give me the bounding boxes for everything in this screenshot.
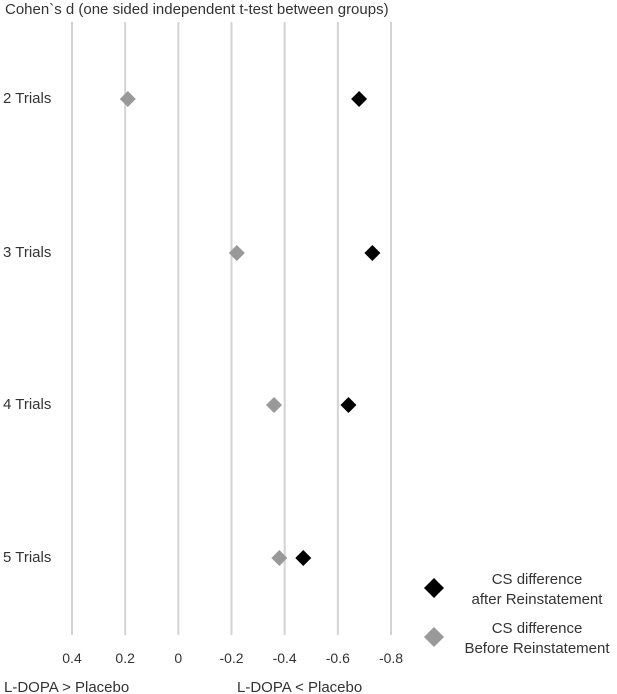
legend-label: CS difference [492, 620, 583, 637]
x-axis-tick-labels: 0.4 0.2 0 -0.2 -0.4 -0.6 -0.8 [62, 650, 403, 666]
data-point [228, 245, 245, 261]
y-category-label: 4 Trials [3, 396, 51, 413]
x-tick-label: 0.2 [115, 650, 135, 666]
legend-label: after Reinstatement [472, 591, 604, 608]
legend-label: Before Reinstatement [464, 640, 610, 657]
y-category-label: 3 Trials [3, 244, 51, 261]
data-points [119, 91, 381, 566]
x-tick-label: -0.6 [326, 650, 350, 666]
legend-marker [424, 578, 444, 598]
data-point [364, 245, 381, 261]
chart-title: Cohen`s d (one sided independent t-test … [5, 1, 389, 18]
data-point [351, 91, 368, 107]
data-point [119, 91, 136, 107]
x-label-left: L-DOPA > Placebo [4, 679, 129, 694]
grid [71, 22, 392, 635]
x-tick-label: -0.4 [273, 650, 297, 666]
legend-marker [424, 627, 444, 647]
x-tick-label: 0 [174, 650, 182, 666]
legend-label: CS difference [492, 571, 583, 588]
data-point [295, 550, 312, 566]
data-point [340, 397, 357, 413]
x-tick-label: -0.2 [219, 650, 243, 666]
data-point [271, 550, 288, 566]
y-category-label: 5 Trials [3, 549, 51, 566]
legend: CS difference after Reinstatement CS diffe… [424, 571, 610, 657]
y-axis-labels: 2 Trials 3 Trials 4 Trials 5 Trials [3, 90, 51, 566]
x-tick-label: -0.8 [379, 650, 403, 666]
x-label-right: L-DOPA < Placebo [237, 679, 362, 694]
y-category-label: 2 Trials [3, 90, 51, 107]
x-tick-label: 0.4 [62, 650, 82, 666]
data-point [266, 397, 283, 413]
